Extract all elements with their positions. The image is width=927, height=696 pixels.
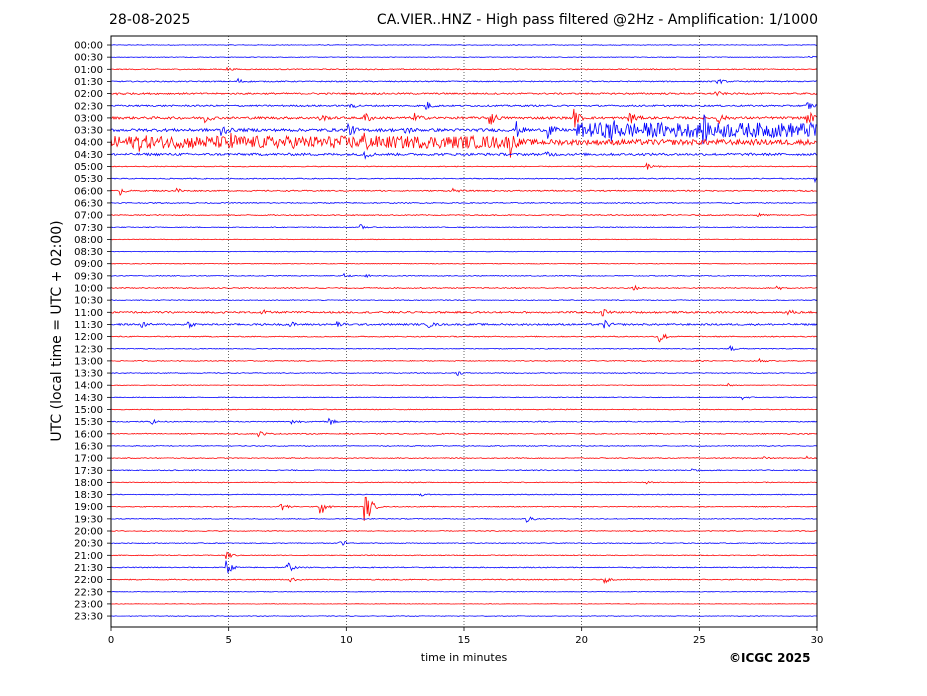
y-tick-label: 19:30: [74, 514, 103, 525]
y-tick-label: 09:00: [74, 259, 103, 270]
y-tick-label: 11:00: [74, 308, 103, 319]
x-tick-label: 30: [811, 635, 824, 646]
y-tick-label: 07:30: [74, 223, 103, 234]
y-tick-label: 02:00: [74, 89, 103, 100]
y-tick-label: 09:30: [74, 271, 103, 282]
y-tick-label: 23:30: [74, 612, 103, 623]
x-tick-label: 5: [225, 635, 231, 646]
y-tick-label: 10:30: [74, 296, 103, 307]
x-tick-label: 0: [108, 635, 114, 646]
trace-0730: [111, 224, 817, 230]
y-tick-label: 06:00: [74, 186, 103, 197]
trace-2330: [110, 615, 817, 617]
trace-1630: [110, 445, 818, 447]
y-tick-label: 21:00: [74, 551, 103, 562]
y-tick-label: 14:30: [74, 393, 103, 404]
trace-2130: [110, 560, 818, 574]
trace-1530: [110, 417, 818, 425]
x-tick-label: 20: [575, 635, 588, 646]
trace-1000: [110, 284, 818, 291]
y-tick-label: 15:30: [74, 417, 103, 428]
y-tick-label: 15:00: [74, 405, 103, 416]
y-tick-label: 06:30: [74, 198, 103, 209]
date-label: 28-08-2025: [109, 12, 191, 28]
trace-1730: [110, 468, 817, 472]
y-tick-label: 08:00: [74, 235, 103, 246]
trace-1830: [110, 493, 818, 497]
y-tick-label: 14:00: [74, 381, 103, 392]
y-tick-label: 07:00: [74, 211, 103, 222]
x-axis-label: time in minutes: [420, 651, 508, 664]
y-tick-label: 11:30: [74, 320, 103, 331]
trace-1700: [110, 455, 818, 460]
y-tick-label: 12:00: [74, 332, 103, 343]
x-tick-label: 15: [458, 635, 471, 646]
y-tick-label: 17:30: [74, 466, 103, 477]
trace-1800: [110, 480, 818, 485]
y-tick-label: 20:30: [74, 539, 103, 550]
y-tick-label: 02:30: [74, 101, 103, 112]
copyright-label: ©ICGC 2025: [729, 651, 811, 665]
y-tick-label: 05:00: [74, 162, 103, 173]
trace-0630: [110, 201, 818, 204]
y-tick-label: 01:30: [74, 77, 103, 88]
y-tick-label: 18:30: [74, 490, 103, 501]
y-tick-label: 01:00: [74, 65, 103, 76]
y-tick-label: 19:00: [74, 502, 103, 513]
trace-0430: [110, 150, 818, 160]
y-tick-label: 13:30: [74, 369, 103, 380]
y-tick-label: 20:00: [74, 527, 103, 538]
y-tick-label: 03:30: [74, 126, 103, 137]
trace-1200: [110, 333, 818, 343]
y-tick-label: 00:00: [74, 41, 103, 52]
trace-0530: [110, 177, 818, 184]
y-tick-label: 12:30: [74, 344, 103, 355]
trace-0500: [110, 162, 818, 170]
x-ticks: 0 5 10 15 20 25 30: [108, 627, 824, 646]
y-tick-label: 10:00: [74, 284, 103, 295]
y-tick-label: 00:30: [74, 53, 103, 64]
y-tick-label: 04:30: [74, 150, 103, 161]
y-tick-label: 17:00: [74, 454, 103, 465]
y-tick-label: 05:30: [74, 174, 103, 185]
y-tick-label: 13:00: [74, 356, 103, 367]
y-tick-label: 08:30: [74, 247, 103, 258]
chart-title: CA.VIER..HNZ - High pass filtered @2Hz -…: [376, 12, 818, 28]
y-tick-label: 23:00: [74, 599, 103, 610]
trace-1500: [110, 408, 818, 411]
x-tick-label: 10: [340, 635, 353, 646]
y-tick-label: 03:00: [74, 113, 103, 124]
y-tick-label: 22:00: [74, 575, 103, 586]
y-tick-label: 22:30: [74, 587, 103, 598]
trace-0830: [110, 250, 818, 253]
trace-1600: [110, 431, 818, 438]
y-tick-label: 16:00: [74, 429, 103, 440]
y-tick-label: 21:30: [74, 563, 103, 574]
plot-frame: [110, 35, 818, 628]
y-tick-label: 04:00: [74, 138, 103, 149]
trace-1900: [110, 496, 817, 521]
trace-0900: [110, 262, 818, 265]
y-tick-label: 18:00: [74, 478, 103, 489]
trace-0600: [110, 187, 818, 196]
trace-0800: [110, 238, 818, 241]
trace-0700: [110, 212, 818, 217]
x-tick-label: 25: [693, 635, 706, 646]
y-tick-label: 16:30: [74, 441, 103, 452]
vertical-gridlines: [228, 36, 700, 627]
